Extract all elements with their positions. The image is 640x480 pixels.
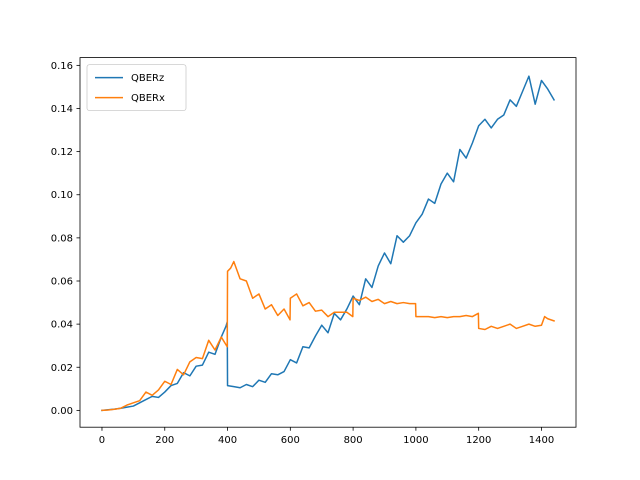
y-tick-label: 0.14 bbox=[51, 104, 73, 115]
y-tick-label: 0.16 bbox=[51, 61, 73, 72]
x-axis: 0 200 400 600 800 1000 1200 1400 bbox=[99, 427, 554, 446]
series-line-qberz bbox=[101, 75, 556, 412]
legend-box bbox=[86, 64, 187, 111]
legend: QBERz QBERx bbox=[86, 64, 187, 111]
y-tick-label: 0.08 bbox=[51, 233, 73, 244]
x-tick-label: 200 bbox=[155, 435, 174, 446]
y-tick-label: 0.12 bbox=[51, 147, 73, 158]
y-tick-label: 0.04 bbox=[51, 320, 73, 331]
x-tick-label: 600 bbox=[281, 435, 300, 446]
series-line-qberx bbox=[101, 260, 555, 412]
x-tick-label: 800 bbox=[344, 435, 363, 446]
y-axis: 0.00 0.02 0.04 0.06 0.08 0.10 0.12 0.14 0.16 bbox=[51, 61, 80, 417]
plot-area bbox=[80, 57, 576, 428]
x-tick-label: 1400 bbox=[529, 435, 554, 446]
x-tick-label: 1200 bbox=[466, 435, 491, 446]
y-tick-label: 0.02 bbox=[51, 363, 73, 374]
plot-frame bbox=[79, 57, 577, 428]
series-layer bbox=[101, 75, 556, 412]
x-tick-label: 400 bbox=[218, 435, 237, 446]
legend-label-qberx: QBERx bbox=[131, 93, 165, 104]
y-tick-label: 0.00 bbox=[51, 406, 73, 417]
x-tick-label: 0 bbox=[99, 435, 105, 446]
legend-label-qberz: QBERz bbox=[131, 73, 164, 84]
x-tick-label: 1000 bbox=[403, 435, 428, 446]
y-tick-label: 0.06 bbox=[51, 276, 73, 287]
y-tick-label: 0.10 bbox=[51, 190, 73, 201]
